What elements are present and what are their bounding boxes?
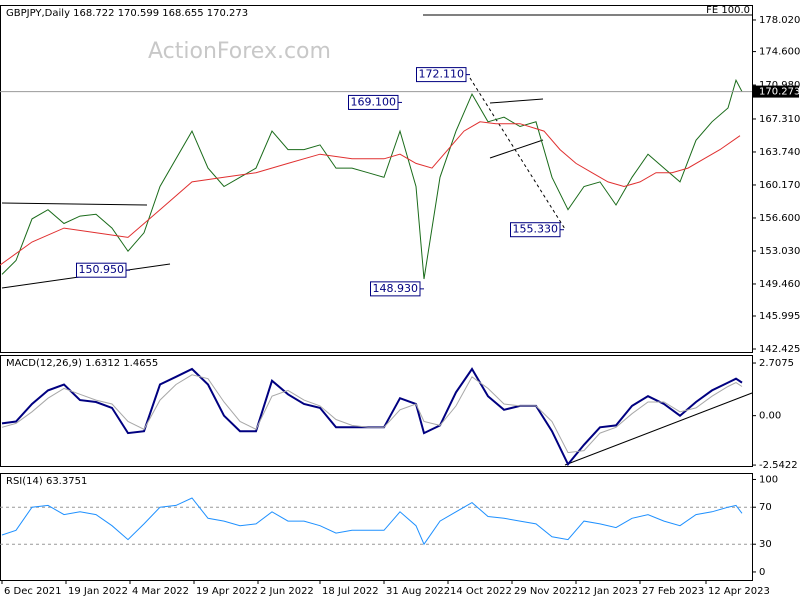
x-tick-label: 12 Apr 2023 xyxy=(708,586,770,597)
panel-title: RSI(14) 63.3751 xyxy=(6,476,87,487)
main-panel xyxy=(0,5,753,353)
macd-trend-line xyxy=(564,392,753,466)
x-tick-label: 12 Jan 2023 xyxy=(578,586,638,597)
annotation-box xyxy=(370,281,421,297)
y-tick-label: 153.030 xyxy=(759,246,800,257)
annotation-box xyxy=(510,222,561,238)
y-tick-label: 167.310 xyxy=(759,114,800,125)
last-price-label: 170.273 xyxy=(759,87,800,98)
x-tick-label: 18 Jul 2022 xyxy=(322,586,379,597)
y-tick-label: 156.600 xyxy=(759,213,800,224)
annotation-box xyxy=(416,67,467,83)
x-tick-label: 2 Jun 2022 xyxy=(260,586,314,597)
trend-line xyxy=(1,202,148,206)
annotation-box xyxy=(76,262,127,278)
x-tick-label: 19 Jan 2022 xyxy=(68,586,128,597)
x-tick-label: 4 Mar 2022 xyxy=(132,586,189,597)
y-tick-label: 149.460 xyxy=(759,279,800,290)
last-price-box xyxy=(753,85,799,98)
rsi-panel xyxy=(0,473,753,581)
y-tick-label: 174.600 xyxy=(759,47,800,58)
series-line xyxy=(1,78,743,280)
panel-title: MACD(12,26,9) 1.6312 1.4655 xyxy=(6,358,158,369)
series-line xyxy=(1,497,743,546)
y-tick-label: 100 xyxy=(759,474,778,485)
y-tick-label: 170.980 xyxy=(759,80,800,91)
x-tick-label: 27 Feb 2023 xyxy=(642,586,704,597)
x-tick-label: 6 Dec 2021 xyxy=(4,586,62,597)
series-line xyxy=(0,121,741,266)
watermark: ActionForex.com xyxy=(148,39,331,64)
y-tick-label: 2.7075 xyxy=(759,358,794,369)
x-tick-label: 19 Apr 2022 xyxy=(196,586,258,597)
y-tick-label: 142.425 xyxy=(759,344,800,355)
y-tick-label: 0 xyxy=(759,567,765,578)
plot-layer xyxy=(1,14,753,466)
triangle-line xyxy=(489,139,544,159)
x-tick-label: 31 Aug 2022 xyxy=(386,586,450,597)
y-tick-label: 145.995 xyxy=(759,311,800,322)
panel-title: GBPJPY,Daily 168.722 170.599 168.655 170… xyxy=(6,8,248,19)
annotation-label: 150.950 xyxy=(79,263,125,276)
y-tick-label: 160.170 xyxy=(759,180,800,191)
y-tick-label: 0.00 xyxy=(759,411,781,422)
y-tick-label: 30 xyxy=(759,539,772,550)
macd-panel xyxy=(0,355,753,467)
y-tick-label: 163.740 xyxy=(759,147,800,158)
x-tick-label: 29 Nov 2022 xyxy=(514,586,578,597)
annotation-label: 148.930 xyxy=(373,282,419,295)
triangle-line xyxy=(489,98,544,104)
x-tick-label: 14 Oct 2022 xyxy=(450,586,512,597)
annotation-box xyxy=(348,94,399,110)
series-line xyxy=(1,367,743,467)
series-line xyxy=(1,374,743,454)
fe-label: FE 100.0 xyxy=(706,5,750,16)
annotation-label: 155.330 xyxy=(513,223,559,236)
y-tick-label: 70 xyxy=(759,502,772,513)
y-tick-label: 178.020 xyxy=(759,15,800,26)
annotation-label: 169.100 xyxy=(351,95,397,108)
y-tick-label: -2.5422 xyxy=(759,460,798,471)
annotation-label: 172.110 xyxy=(419,68,465,81)
